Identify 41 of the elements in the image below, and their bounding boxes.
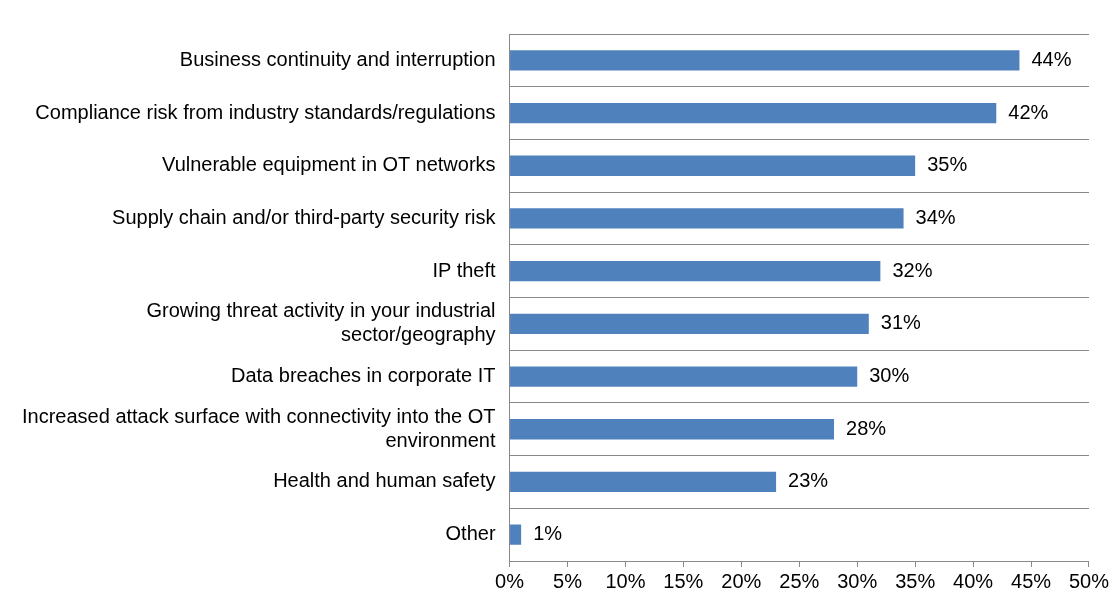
x-tick-label: 30% xyxy=(837,569,878,592)
bar xyxy=(510,313,869,334)
y-tick-label: Increased attack surface with connectivity into the OT environment xyxy=(21,404,496,451)
y-tick-label: IP theft xyxy=(432,258,496,281)
data-label: 23% xyxy=(788,469,829,492)
x-tick-label: 35% xyxy=(895,569,936,592)
x-tick-label: 20% xyxy=(721,569,762,592)
bar xyxy=(510,102,997,124)
y-tick-label: Vulnerable equipment in OT networks xyxy=(162,153,496,176)
y-tick-label: Growing threat activity in your industrial sector/geography xyxy=(146,299,496,346)
x-tick-label: 40% xyxy=(953,569,994,592)
x-tick-label: 25% xyxy=(779,569,820,592)
y-tick-label: Data breaches in corporate IT xyxy=(230,364,496,387)
y-tick-label: Other xyxy=(445,522,496,545)
x-tick-label: 50% xyxy=(1068,569,1110,592)
data-label: 30% xyxy=(869,364,910,387)
data-label: 34% xyxy=(915,205,956,228)
bar xyxy=(510,50,1020,71)
x-tick-label: 15% xyxy=(663,569,704,592)
x-tick-label: 5% xyxy=(553,569,583,592)
data-label: 44% xyxy=(1031,47,1072,70)
y-tick-label: Business continuity and interruption xyxy=(179,47,496,70)
data-label: 32% xyxy=(892,258,933,281)
y-tick-label: Health and human safety xyxy=(273,469,496,492)
y-tick-label: Compliance risk from industry standards/regulations xyxy=(35,100,496,123)
bar xyxy=(510,208,904,229)
x-tick-label: 0% xyxy=(495,569,525,592)
bar xyxy=(510,155,916,176)
data-label: 28% xyxy=(846,416,887,439)
x-tick-label: 45% xyxy=(1011,569,1052,592)
bar xyxy=(510,261,881,282)
data-label: 1% xyxy=(533,522,563,545)
x-tick-label: 10% xyxy=(605,569,646,592)
y-tick-label: Supply chain and/or third-party security risk xyxy=(112,205,497,228)
data-label: 35% xyxy=(927,153,968,176)
data-label: 42% xyxy=(1008,100,1049,123)
bar xyxy=(510,471,777,493)
bar xyxy=(510,419,835,440)
bar xyxy=(510,524,522,545)
data-label: 31% xyxy=(880,311,922,334)
bar xyxy=(510,366,858,387)
